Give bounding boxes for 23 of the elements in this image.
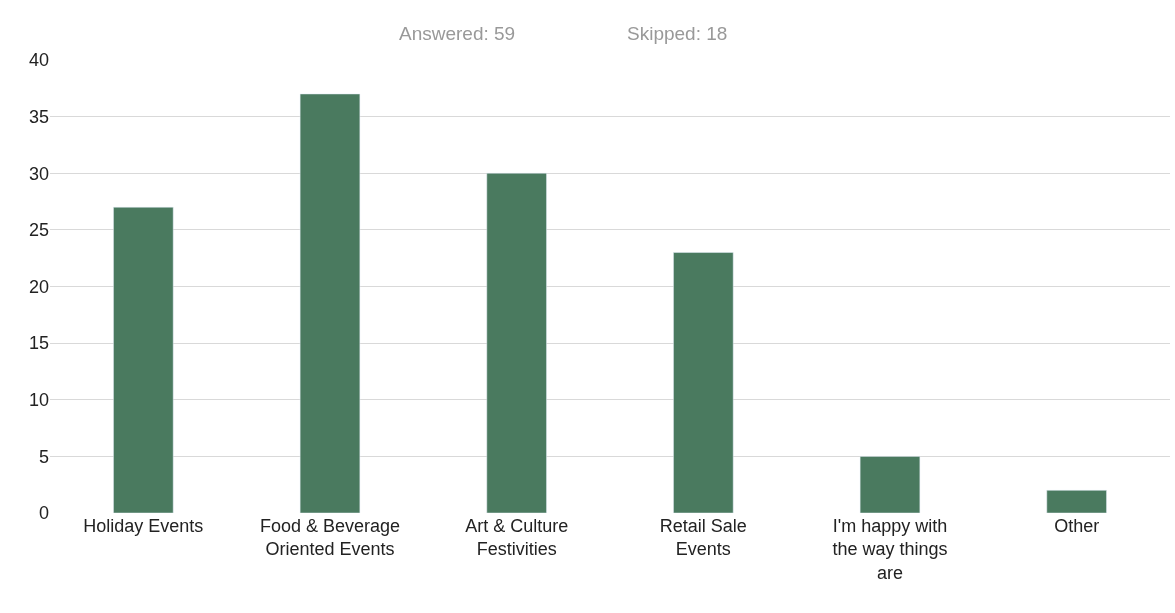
x-tick-label: Art & Culture Festivities [465, 516, 569, 560]
bar [299, 93, 361, 513]
bar [859, 456, 921, 513]
y-tick-label: 20 [28, 276, 49, 297]
y-tick-label: 5 [38, 446, 49, 467]
x-tick-label: Other [1054, 516, 1100, 536]
y-tick-label: 10 [28, 390, 49, 411]
bar [113, 206, 174, 513]
y-tick-label: 40 [28, 50, 49, 71]
text: Answered: 59 [399, 23, 516, 44]
x-tick-label: Holiday Events [83, 516, 204, 536]
y-tick-label: 25 [28, 220, 49, 241]
y-tick-label: 0 [38, 503, 49, 524]
text: Skipped: 18 [627, 23, 728, 44]
bar [673, 252, 734, 513]
bar [1046, 490, 1107, 513]
y-tick-label: 30 [28, 163, 49, 184]
bar [486, 173, 547, 513]
x-tick-label: Retail Sale Events [659, 516, 747, 560]
x-tick-label: I'm happy with the way things are [832, 516, 948, 583]
y-tick-label: 35 [28, 106, 49, 127]
x-tick-label: Food & Beverage Oriented Events [259, 516, 401, 560]
y-tick-label: 15 [28, 333, 49, 354]
